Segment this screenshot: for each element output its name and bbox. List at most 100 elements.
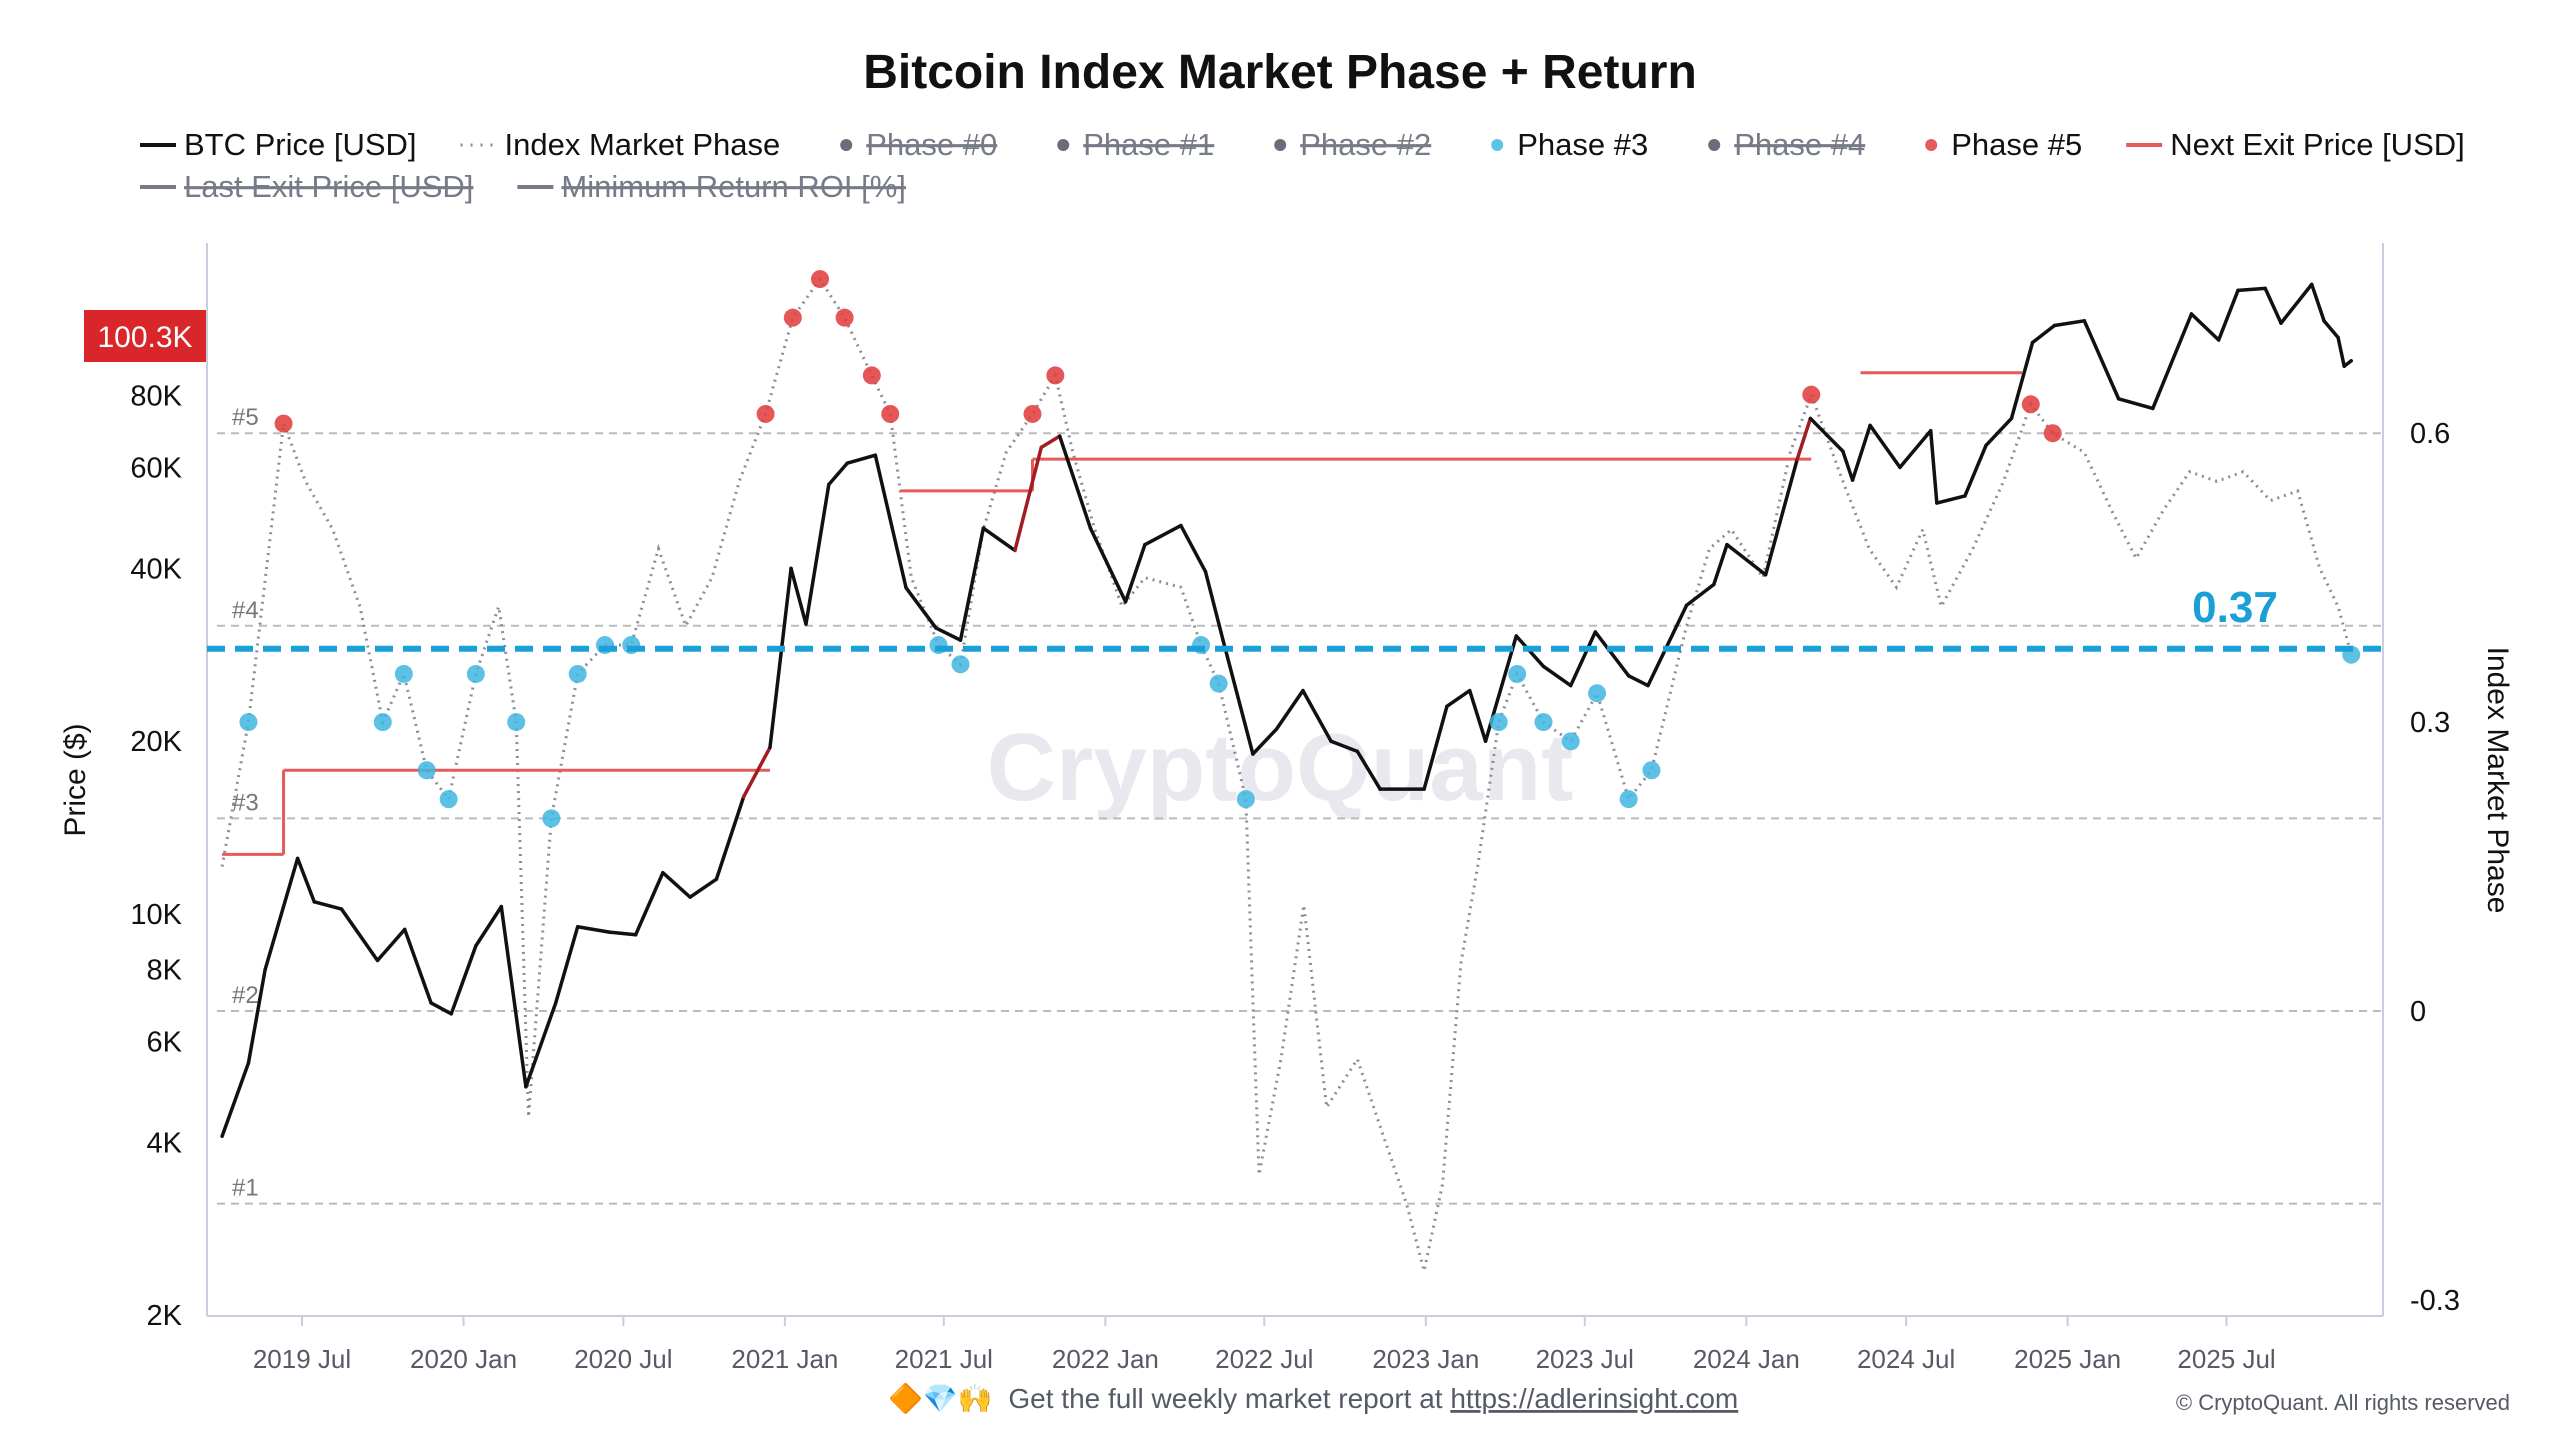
legend-item[interactable]: BTC Price [USD] (140, 127, 417, 162)
legend-dot-icon (1925, 139, 1938, 151)
phase-5-dot (756, 404, 775, 423)
phase-3-dot (507, 713, 526, 732)
btc-price-segment (2030, 323, 2057, 345)
legend-item[interactable]: Phase #3 (1491, 127, 1648, 162)
btc-price-segment (1039, 434, 1062, 450)
btc-price-segment (246, 967, 267, 1065)
legend-item[interactable]: Index Market Phase (460, 127, 781, 162)
btc-price-segment (220, 1061, 251, 1139)
btc-price-segment (607, 930, 638, 937)
x-tick-label: 2024 Jul (1857, 1344, 1955, 1374)
phase-5-dot (274, 414, 293, 433)
btc-price-segment (1984, 416, 2014, 448)
x-tick-label: 2024 Jan (1693, 1344, 1800, 1374)
legend-dot-icon (840, 139, 853, 151)
phase-3-dot (951, 655, 970, 674)
btc-price-segment (2336, 335, 2346, 369)
phase-3-dot (417, 761, 436, 780)
btc-price-segment (845, 453, 878, 465)
btc-price-segment (295, 856, 317, 904)
legend-label: Phase #5 (1951, 127, 2082, 162)
phase-level-label: #4 (232, 597, 259, 624)
btc-price-segment (1868, 423, 1902, 470)
btc-price-segment (1795, 416, 1813, 461)
current-index-label: 0.37 (2192, 583, 2278, 632)
y-axis-right-title: Index Market Phase (2481, 647, 2514, 914)
phase-3-dot (542, 809, 561, 828)
phase-3-dot (1209, 674, 1228, 693)
legend-item[interactable]: Phase #5 (1925, 127, 2082, 162)
phase-5-dot (1023, 404, 1042, 423)
btc-price-segment (2342, 359, 2354, 369)
btc-price-segment (1593, 630, 1631, 678)
btc-price-segment (339, 907, 380, 963)
btc-price-segment (1203, 569, 1225, 642)
phase-3-dot (1561, 732, 1580, 751)
btc-price-segment (1646, 603, 1689, 688)
legend-label: Phase #1 (1083, 127, 1214, 162)
btc-price-segment (2116, 397, 2155, 411)
x-tick-label: 2021 Jul (895, 1344, 993, 1374)
y-right-tick-label: -0.3 (2410, 1285, 2460, 1317)
legend-label: Minimum Return ROI [%] (561, 169, 906, 204)
y-right-tick-label: 0.6 (2410, 418, 2450, 450)
btc-price-segment (714, 795, 746, 881)
phase-3-dot (439, 790, 458, 809)
btc-price-segment (1251, 727, 1279, 756)
legend-label: Phase #2 (1300, 127, 1431, 162)
phase-3-dot (1236, 790, 1255, 809)
btc-price-segment (1301, 688, 1333, 743)
btc-price-segment (449, 944, 478, 1016)
btc-price-segment (768, 566, 793, 750)
btc-price-segment (1763, 457, 1799, 577)
phase-5-dot (811, 270, 830, 289)
btc-price-segment (1013, 445, 1044, 553)
phase-3-dot (1508, 664, 1527, 683)
phase-5-dot (1802, 385, 1821, 404)
btc-price-segment (1088, 526, 1128, 604)
phase-level-label: #2 (232, 982, 259, 1009)
y-left-tick-label: 2K (147, 1300, 183, 1332)
btc-price-segment (499, 904, 528, 1089)
btc-price-segment (2309, 282, 2326, 323)
footer-text: Get the full weekly market report at (1008, 1383, 1450, 1414)
phase-3-dot (239, 713, 258, 732)
btc-price-segment (1274, 688, 1305, 731)
footer-link[interactable]: https://adlerinsight.com (1450, 1383, 1738, 1414)
btc-price-segment (375, 927, 407, 963)
btc-price-segment (1935, 494, 1967, 505)
y-left-tick-label: 80K (130, 381, 182, 413)
btc-price-segment (1850, 423, 1872, 482)
btc-price-segment (474, 904, 504, 948)
x-tick-label: 2025 Jan (2014, 1344, 2121, 1374)
legend-label: Index Market Phase (505, 127, 781, 162)
legend-label: Next Exit Price [USD] (2170, 127, 2465, 162)
phase-5-dot (2021, 395, 2040, 414)
legend-dot-icon (1491, 139, 1504, 151)
legend-item[interactable]: Minimum Return ROI [%] (517, 169, 906, 204)
legend-item[interactable]: Phase #0 (840, 127, 997, 162)
legend-item[interactable]: Phase #1 (1057, 127, 1214, 162)
phase-5-dot (2043, 424, 2062, 443)
footer: 🔶💎🙌 Get the full weekly market report at… (888, 1382, 2510, 1415)
btc-price-segment (2009, 340, 2035, 421)
btc-price-segment (1467, 688, 1488, 743)
phase-3-dot (1642, 761, 1661, 780)
x-tick-label: 2023 Jul (1536, 1344, 1634, 1374)
y-right-tick-label: 0.3 (2410, 707, 2450, 739)
legend-item[interactable]: Phase #2 (1274, 127, 1431, 162)
legend-item[interactable]: Next Exit Price [USD] (2126, 127, 2465, 162)
btc-price-segment (2082, 319, 2121, 401)
legend-item[interactable]: Last Exit Price [USD] (140, 169, 473, 204)
phase-3-dot (1534, 713, 1553, 732)
btc-price-segment (2322, 319, 2340, 340)
btc-price-segment (804, 482, 831, 626)
btc-price-segment (1712, 542, 1729, 587)
legend-label: BTC Price [USD] (184, 127, 417, 162)
btc-price-segment (1963, 443, 1988, 498)
y-left-tick-label: 6K (147, 1026, 183, 1058)
y-left-tick-label: 40K (130, 553, 182, 585)
legend-item[interactable]: Phase #4 (1708, 127, 1865, 162)
btc-price-segment (312, 900, 344, 911)
btc-price-segment (1841, 449, 1855, 482)
